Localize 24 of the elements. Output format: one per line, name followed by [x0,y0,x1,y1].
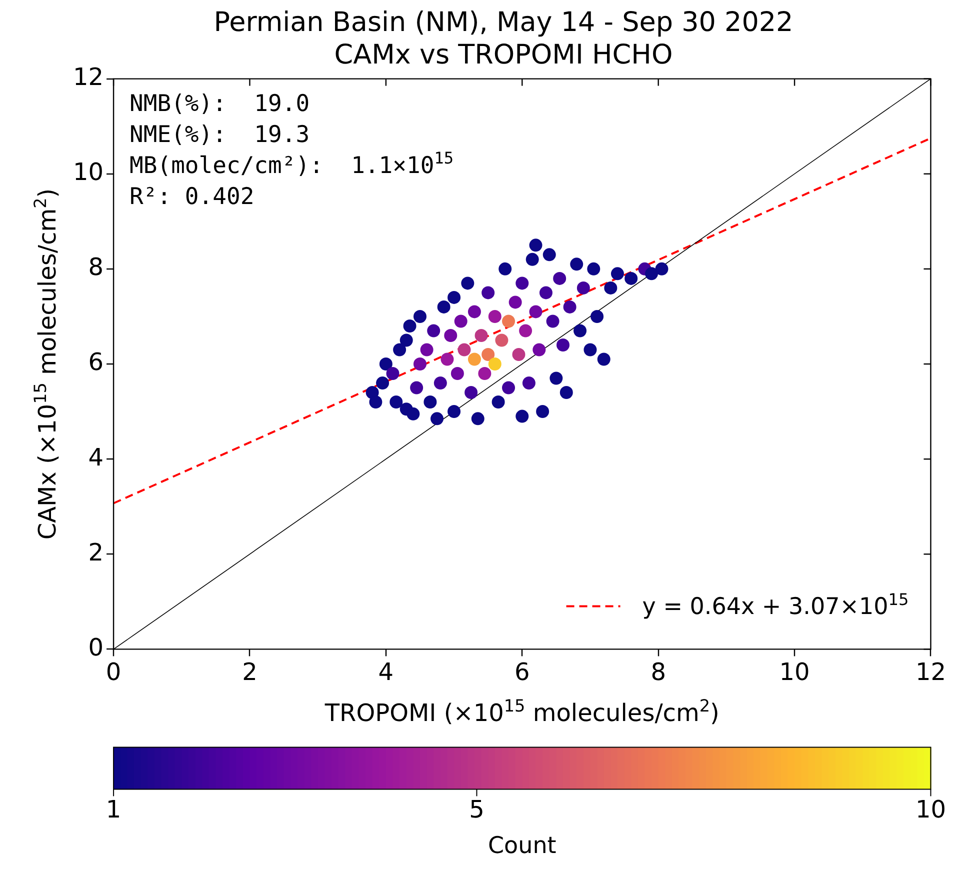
chart-title: Permian Basin (NM), May 14 - Sep 30 2022 [214,7,794,38]
y-axis-title: CAMx (×1015 molecules/cm2) [30,188,62,540]
y-tick-label: 4 [88,443,104,472]
x-tick-label: 12 [915,658,946,686]
x-tick-label: 0 [106,658,122,686]
x-tick-label: 4 [378,658,394,686]
color-bar-label: 5 [469,795,484,824]
y-tick-label: 2 [88,538,104,566]
color-bar-title: Count [488,833,556,860]
x-tick-label: 8 [650,658,666,686]
y-tick-label: 12 [72,63,104,92]
y-tick-label: 6 [88,348,104,376]
x-tick-label: 10 [779,658,810,686]
color-bar-label: 1 [106,795,122,824]
annotation: R²: 0.402 [130,184,254,210]
x-tick-label: 2 [242,658,258,686]
annotation: NME(%): 19.3 [130,122,310,148]
chart-subtitle: CAMx vs TROPOMI HCHO [334,40,673,71]
y-tick-label: 10 [72,158,104,186]
x-tick-label: 6 [514,658,530,686]
annotation: NMB(%): 19.0 [130,90,310,117]
y-tick-label: 0 [88,633,104,662]
y-tick-label: 8 [88,253,104,282]
color-bar-label: 10 [915,795,946,824]
